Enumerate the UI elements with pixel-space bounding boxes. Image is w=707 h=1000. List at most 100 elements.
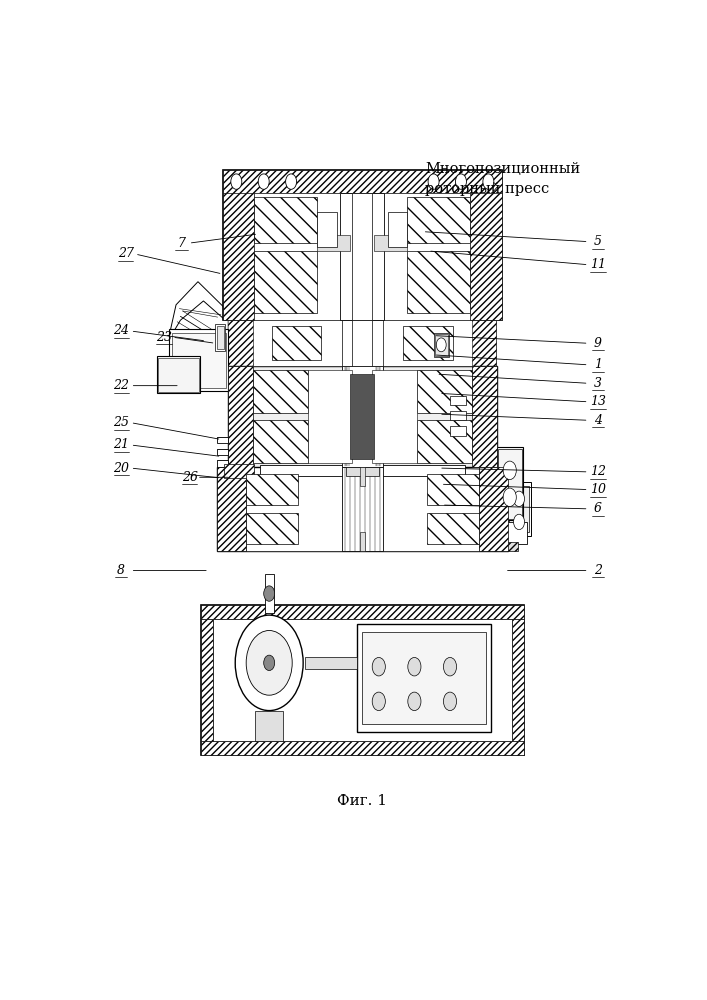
Bar <box>217 460 228 466</box>
Text: 11: 11 <box>590 258 606 271</box>
Text: 21: 21 <box>113 438 129 451</box>
Bar <box>450 396 467 405</box>
Text: 6: 6 <box>594 502 602 515</box>
Bar <box>472 366 496 466</box>
Text: 13: 13 <box>590 395 606 408</box>
Bar <box>498 449 522 519</box>
Bar <box>496 542 518 551</box>
Circle shape <box>372 692 385 711</box>
Text: 5: 5 <box>594 235 602 248</box>
Bar <box>172 333 226 388</box>
Circle shape <box>513 491 525 507</box>
Bar <box>317 212 337 247</box>
Bar <box>224 464 255 478</box>
Circle shape <box>264 586 274 601</box>
Bar <box>417 420 472 463</box>
Bar <box>353 193 372 320</box>
Bar <box>427 513 479 544</box>
Bar <box>253 370 308 413</box>
Text: 10: 10 <box>590 483 606 496</box>
Text: 9: 9 <box>594 337 602 350</box>
Text: 8: 8 <box>117 564 125 577</box>
Bar <box>228 366 496 466</box>
Circle shape <box>231 174 242 189</box>
Bar <box>216 326 224 349</box>
Circle shape <box>246 631 292 695</box>
Bar <box>170 329 228 391</box>
Bar <box>350 374 375 459</box>
Circle shape <box>408 657 421 676</box>
Bar <box>260 465 464 476</box>
Text: 12: 12 <box>590 465 606 478</box>
Text: 4: 4 <box>594 414 602 427</box>
Bar <box>470 170 502 320</box>
Bar <box>496 447 523 520</box>
Bar <box>217 437 228 443</box>
Circle shape <box>428 174 439 189</box>
Bar <box>213 619 512 741</box>
Bar <box>253 420 308 463</box>
Bar <box>245 466 479 551</box>
Bar <box>201 619 213 741</box>
Circle shape <box>503 488 516 507</box>
Text: 26: 26 <box>182 471 198 484</box>
Text: 25: 25 <box>113 416 129 429</box>
Text: 7: 7 <box>177 237 185 250</box>
Bar <box>360 466 365 486</box>
Bar <box>223 170 502 320</box>
Circle shape <box>513 514 525 530</box>
Bar <box>427 474 479 505</box>
Circle shape <box>372 657 385 676</box>
Circle shape <box>483 174 494 189</box>
Bar <box>360 532 365 551</box>
Bar <box>223 170 255 320</box>
Text: 3: 3 <box>594 377 602 390</box>
Bar <box>217 466 245 551</box>
Circle shape <box>258 174 269 189</box>
Bar <box>341 366 383 466</box>
Polygon shape <box>228 320 272 366</box>
Bar <box>217 466 508 551</box>
Text: 20: 20 <box>113 462 129 475</box>
Circle shape <box>235 615 303 711</box>
Bar <box>341 193 385 320</box>
Bar <box>223 170 502 193</box>
Text: 22: 22 <box>113 379 129 392</box>
Bar <box>253 320 472 366</box>
Bar <box>157 356 199 393</box>
Bar <box>228 366 253 466</box>
Bar <box>508 486 530 532</box>
Polygon shape <box>170 282 226 329</box>
Bar <box>353 320 372 366</box>
Circle shape <box>443 657 457 676</box>
Polygon shape <box>452 320 496 366</box>
Bar <box>255 193 470 320</box>
Bar <box>404 326 452 360</box>
Bar <box>216 324 226 351</box>
Circle shape <box>264 655 274 671</box>
Bar <box>372 370 417 463</box>
Text: 27: 27 <box>117 247 134 260</box>
Circle shape <box>455 174 467 189</box>
Bar <box>357 624 491 732</box>
Bar <box>255 251 317 312</box>
Bar <box>245 513 298 544</box>
Bar <box>272 326 321 360</box>
Text: 23: 23 <box>156 331 172 344</box>
Bar <box>305 657 357 669</box>
Circle shape <box>286 174 297 189</box>
Bar <box>435 334 448 356</box>
Bar <box>375 235 407 251</box>
Bar <box>450 426 467 436</box>
Bar <box>346 466 379 476</box>
Bar <box>255 197 317 243</box>
Bar <box>363 632 486 724</box>
Bar <box>407 197 470 243</box>
Bar <box>217 449 228 455</box>
Circle shape <box>443 692 457 711</box>
Bar <box>341 466 383 551</box>
Bar <box>245 474 298 505</box>
Text: Многопозиционный
роторный пресс: Многопозиционный роторный пресс <box>426 162 580 196</box>
Bar <box>341 320 383 366</box>
Bar <box>317 235 350 251</box>
